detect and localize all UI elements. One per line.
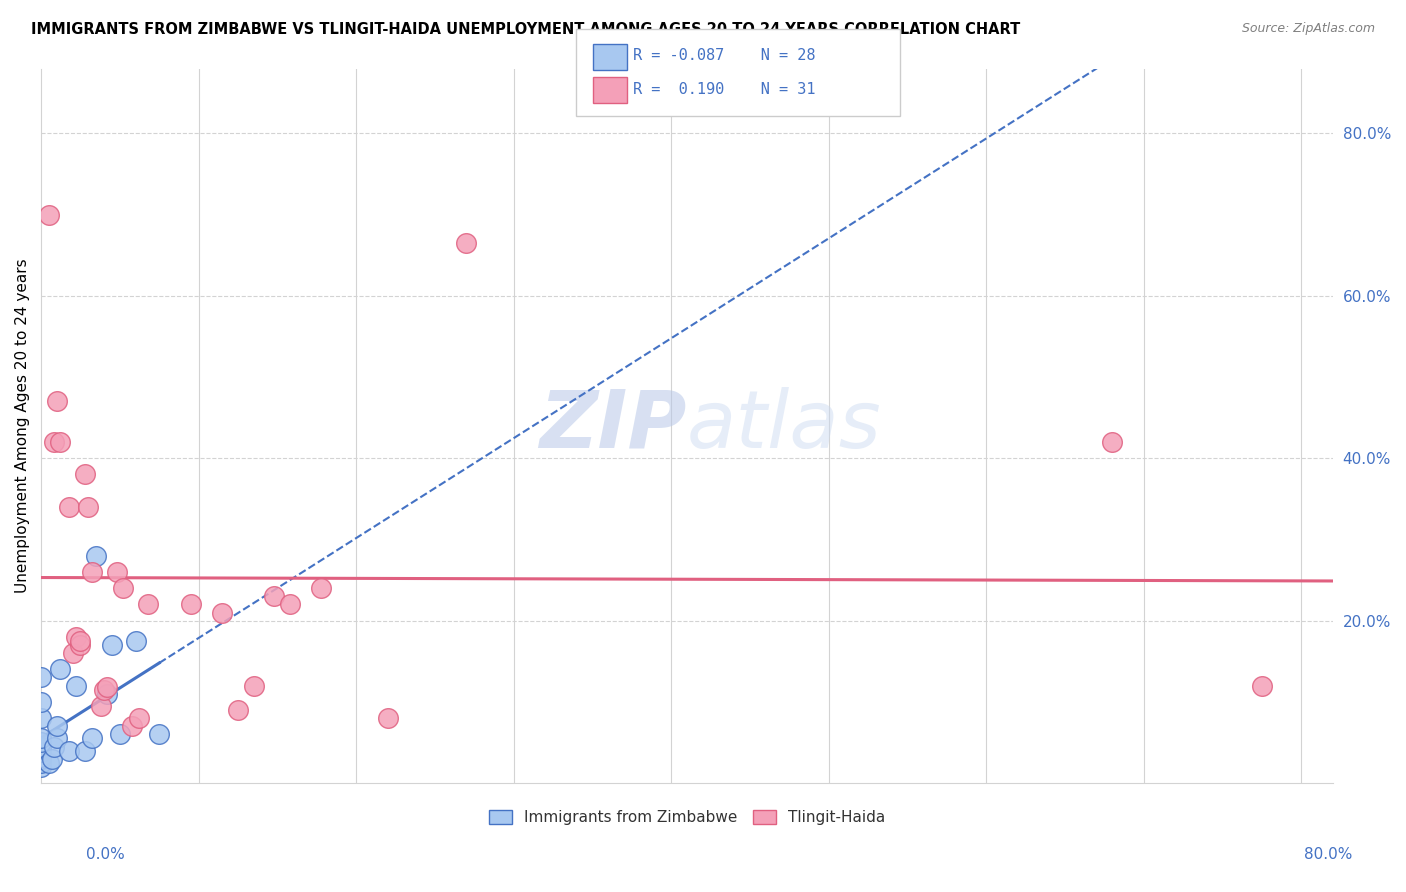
Legend: Immigrants from Zimbabwe, Tlingit-Haida: Immigrants from Zimbabwe, Tlingit-Haida <box>489 810 884 825</box>
Point <box>108 727 131 741</box>
Point <box>30 742 52 756</box>
Point <box>211 606 233 620</box>
Text: R = -0.087    N = 28: R = -0.087 N = 28 <box>633 48 815 62</box>
Point <box>45 394 67 409</box>
Text: ZIP: ZIP <box>540 387 688 465</box>
Point <box>30 750 52 764</box>
Point <box>38 756 60 770</box>
Point <box>80 565 103 579</box>
Point <box>456 236 478 251</box>
Point <box>69 638 91 652</box>
Point <box>75 743 97 757</box>
Text: IMMIGRANTS FROM ZIMBABWE VS TLINGIT-HAIDA UNEMPLOYMENT AMONG AGES 20 TO 24 YEARS: IMMIGRANTS FROM ZIMBABWE VS TLINGIT-HAID… <box>31 22 1021 37</box>
Point <box>1101 435 1123 450</box>
Point <box>90 698 112 713</box>
Point <box>124 634 146 648</box>
Point <box>75 467 97 482</box>
Point <box>121 719 143 733</box>
Point <box>101 638 124 652</box>
Point <box>30 752 52 766</box>
Point <box>30 739 52 754</box>
Point <box>30 760 52 774</box>
Text: 0.0%: 0.0% <box>86 847 125 862</box>
Text: R =  0.190    N = 31: R = 0.190 N = 31 <box>633 82 815 96</box>
Point <box>65 630 87 644</box>
Point <box>226 703 249 717</box>
Point <box>30 671 52 685</box>
Y-axis label: Unemployment Among Ages 20 to 24 years: Unemployment Among Ages 20 to 24 years <box>15 259 30 593</box>
Point <box>1251 679 1274 693</box>
Point <box>180 598 202 612</box>
Point <box>311 581 333 595</box>
Point <box>49 435 72 450</box>
Point <box>111 581 134 595</box>
Point <box>30 756 52 770</box>
Point <box>65 679 87 693</box>
Point <box>30 731 52 746</box>
Point <box>377 711 399 725</box>
Point <box>42 435 65 450</box>
Point <box>93 682 115 697</box>
Point <box>80 731 103 746</box>
Point <box>58 743 80 757</box>
Point <box>62 646 84 660</box>
Point <box>136 598 159 612</box>
Point <box>148 727 170 741</box>
Text: Source: ZipAtlas.com: Source: ZipAtlas.com <box>1241 22 1375 36</box>
Point <box>30 695 52 709</box>
Point <box>38 208 60 222</box>
Point <box>84 549 107 563</box>
Point <box>278 598 301 612</box>
Point <box>42 739 65 754</box>
Point <box>41 752 63 766</box>
Point <box>77 500 100 514</box>
Point <box>242 679 264 693</box>
Point <box>30 745 52 759</box>
Point <box>263 589 285 603</box>
Point <box>30 735 52 749</box>
Point <box>45 719 67 733</box>
Point <box>69 634 91 648</box>
Point <box>105 565 128 579</box>
Point <box>96 687 118 701</box>
Point <box>96 680 118 694</box>
Text: atlas: atlas <box>688 387 882 465</box>
Point <box>128 711 150 725</box>
Text: 80.0%: 80.0% <box>1305 847 1353 862</box>
Point <box>30 711 52 725</box>
Point <box>45 731 67 746</box>
Point <box>58 500 80 514</box>
Point <box>49 662 72 676</box>
